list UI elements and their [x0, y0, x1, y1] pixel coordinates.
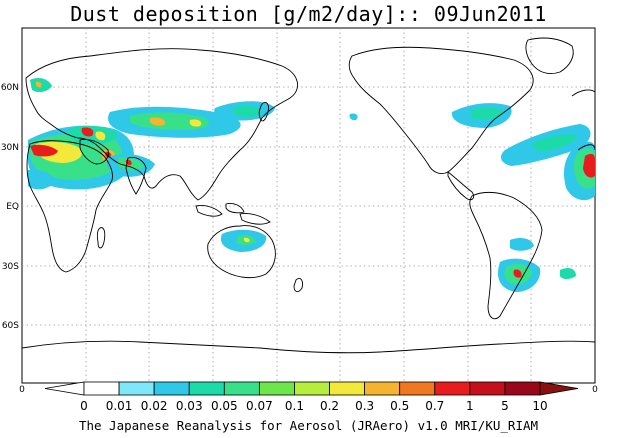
lat-label: 30N	[1, 143, 19, 153]
lat-label: EQ	[6, 202, 19, 212]
colorbar-left-arrow	[44, 381, 85, 396]
colorbar-label: 0.2	[320, 399, 339, 413]
plot-frame	[21, 27, 596, 384]
colorbar-right-arrow	[539, 381, 579, 396]
colorbar-label: 0.5	[390, 399, 409, 413]
colorbar-box	[329, 381, 366, 396]
colorbar-label: 0.3	[355, 399, 374, 413]
axis-corner-left: 0	[19, 385, 25, 395]
map-title: Dust deposition [g/m2/day]:: 09Jun2011	[70, 2, 547, 26]
colorbar-box	[364, 381, 401, 396]
colorbar-label: 0.01	[106, 399, 133, 413]
map-footer: The Japanese Reanalysis for Aerosol (JRA…	[78, 418, 539, 433]
colorbar-box	[504, 381, 541, 396]
colorbar-box	[258, 381, 295, 396]
colorbar-label: 10	[532, 399, 547, 413]
latitude-labels: 60N 30N EQ 30S 60S	[1, 83, 19, 331]
colorbar-label: 0	[80, 399, 88, 413]
colorbar-label: 0.05	[211, 399, 238, 413]
coastlines	[21, 37, 596, 354]
lat-label: 60N	[1, 83, 19, 93]
colorbar-box	[434, 381, 471, 396]
colorbar-label: 0.02	[141, 399, 168, 413]
colorbar: 0 0.01 0.02 0.03 0.05 0.07 0.1 0.2 0.3 0.5 0.7 1 5 10	[44, 381, 579, 413]
colorbar-label: 5	[501, 399, 509, 413]
colorbar-box	[153, 381, 190, 396]
axis-corner-right: 0	[592, 385, 598, 395]
colorbar-label: 0.03	[176, 399, 203, 413]
dust-shading	[28, 78, 595, 292]
colorbar-box	[118, 381, 155, 396]
colorbar-label: 1	[466, 399, 474, 413]
colorbar-box	[399, 381, 436, 396]
colorbar-label: 0.07	[246, 399, 273, 413]
lat-label: 60S	[2, 321, 19, 331]
colorbar-box	[294, 381, 330, 396]
lat-label: 30S	[2, 262, 19, 272]
colorbar-box	[469, 381, 506, 396]
colorbar-label: 0.7	[425, 399, 444, 413]
colorbar-box	[83, 381, 120, 396]
colorbar-box	[223, 381, 260, 396]
colorbar-label: 0.1	[285, 399, 304, 413]
colorbar-box	[188, 381, 225, 396]
